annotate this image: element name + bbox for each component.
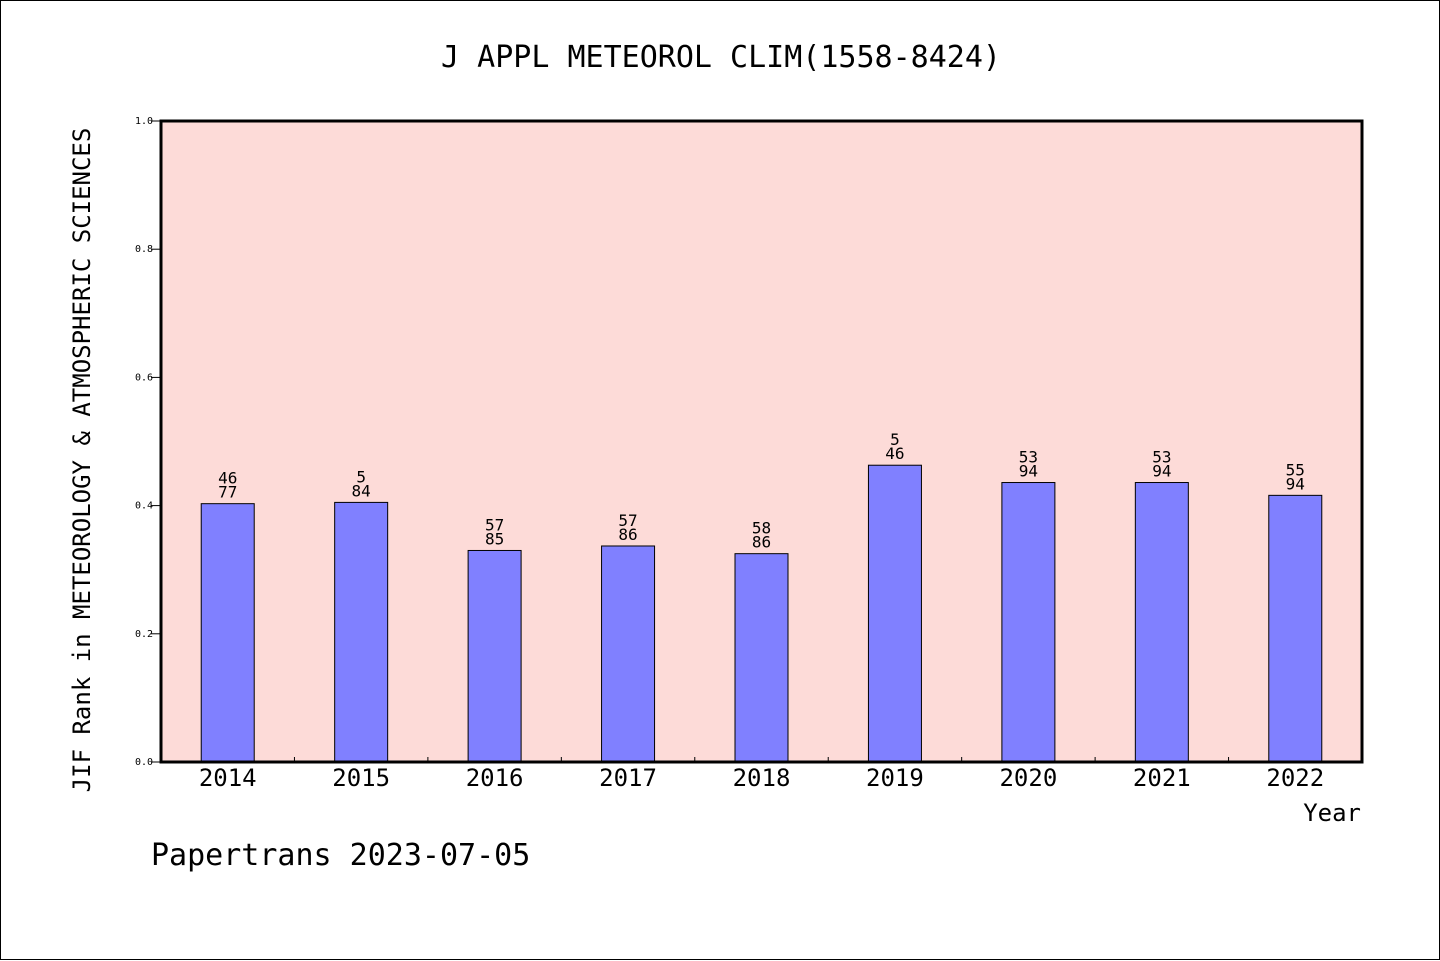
y-tick-label: 1.0 [135,116,153,127]
y-tick-label: 0.2 [135,629,153,640]
x-tick-label: 2014 [199,764,257,792]
y-axis-label: JIF Rank in METEOROLOGY & ATMOSPHERIC SC… [68,128,96,793]
y-axis: 0.0 0.2 0.4 0.6 0.8 1.0 [135,116,161,768]
bar-label-rank: 46 [218,469,237,488]
x-tick-label: 2020 [999,764,1057,792]
x-tick-label: 2019 [866,764,924,792]
bar-label-rank: 5 [356,467,366,486]
x-tick-label: 2015 [332,764,390,792]
y-tick-label: 0.4 [135,501,153,512]
bar-label-total: 85 [485,529,504,548]
chart-title: J APPL METEOROL CLIM(1558-8424) [441,40,1001,75]
bar-label-total: 94 [1019,462,1038,481]
bar-label-total: 84 [352,481,371,500]
footer-credit: Papertrans 2023-07-05 [151,838,530,873]
bar-2014 [200,503,255,763]
x-tick-label: 2017 [599,764,657,792]
x-axis: 2014 2015 2016 2017 2018 2019 2020 2021 2022 [199,757,1324,792]
bar-2020 [1001,482,1056,763]
x-tick-label: 2018 [733,764,791,792]
bar-2017 [601,545,656,763]
bar-label-rank: 57 [618,511,637,530]
x-tick-label: 2021 [1133,764,1191,792]
bar-series [200,464,1323,763]
bar-2021 [1134,482,1189,763]
bar-label-total: 94 [1152,462,1171,481]
bar-label-rank: 58 [752,519,771,538]
bar-2022 [1268,494,1323,763]
y-tick-label: 0.8 [135,244,153,255]
bar-label-total: 94 [1286,474,1305,493]
bar-2016 [467,549,522,763]
bar-label-total: 86 [618,525,637,544]
bar-2019 [867,464,922,763]
bar-label-rank: 57 [485,515,504,534]
x-tick-label: 2022 [1266,764,1324,792]
bar-label-rank: 53 [1152,448,1171,467]
x-tick-label: 2016 [466,764,524,792]
bar-2018 [734,553,789,763]
bar-label-total: 46 [885,444,904,463]
x-axis-label: Year [1303,799,1361,827]
bar-label-total: 86 [752,533,771,552]
bar-label-total: 77 [218,483,237,502]
bar-label-rank: 5 [890,430,900,449]
y-tick-label: 0.0 [135,757,153,768]
bar-2015 [334,501,389,763]
y-tick-label: 0.6 [135,372,153,383]
bar-label-rank: 53 [1019,448,1038,467]
plot-area [159,119,1364,764]
bar-label-rank: 55 [1286,460,1305,479]
